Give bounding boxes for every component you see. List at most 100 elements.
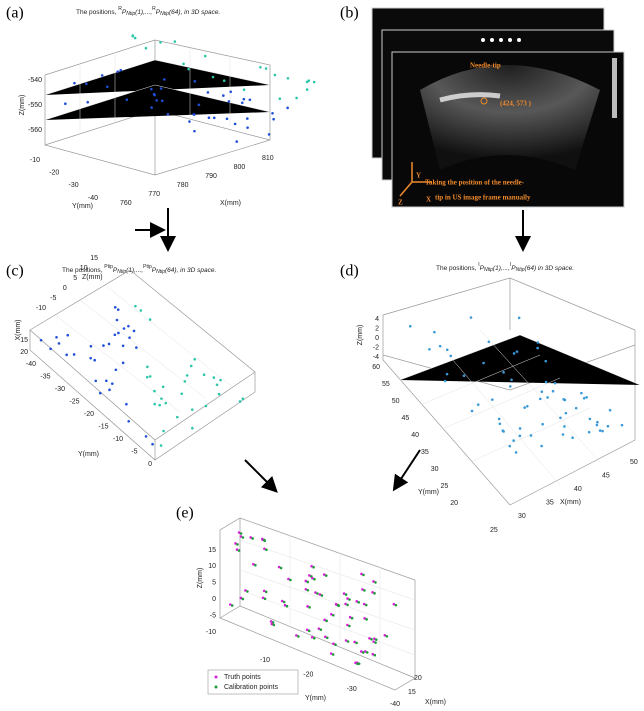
point	[153, 93, 156, 96]
tick-label: 15	[90, 255, 98, 262]
point	[265, 548, 268, 551]
point	[105, 380, 108, 383]
point	[355, 642, 358, 645]
point	[127, 420, 130, 423]
point	[145, 47, 148, 50]
legend: Truth points Calibration points	[208, 670, 298, 694]
point	[357, 601, 360, 604]
tick-label: 50	[392, 398, 400, 405]
point	[264, 598, 267, 601]
axis-label: X(mm)	[220, 200, 241, 207]
point	[545, 381, 548, 384]
point	[193, 130, 196, 133]
point	[164, 402, 167, 405]
point	[512, 439, 515, 442]
tick-label: -2	[373, 344, 379, 351]
point	[116, 319, 119, 322]
panel-title: The positions, IPNtip(1),...,IPNtip(64) …	[436, 262, 574, 273]
point	[347, 640, 350, 643]
tick-label: 760	[120, 200, 132, 207]
tick-label: -10	[206, 629, 216, 636]
point	[463, 374, 466, 377]
point	[313, 81, 316, 84]
point	[313, 637, 316, 640]
point	[509, 385, 512, 388]
point	[565, 412, 568, 415]
point	[218, 393, 221, 396]
point	[160, 444, 163, 447]
point	[530, 434, 533, 437]
point	[356, 663, 359, 666]
point	[150, 106, 153, 109]
point	[49, 348, 52, 351]
point	[122, 362, 125, 365]
point	[158, 404, 161, 407]
axis-label: X	[426, 196, 431, 204]
point	[271, 112, 274, 115]
tick-label: 35	[421, 449, 429, 456]
tick-label: -20	[84, 411, 94, 418]
point	[254, 564, 257, 567]
point	[263, 539, 266, 542]
point	[477, 403, 480, 406]
point	[286, 605, 289, 608]
tick-label: 55	[382, 381, 390, 388]
tick-label: 10	[80, 265, 88, 272]
point	[108, 389, 111, 392]
point	[162, 386, 165, 389]
tick-label: 800	[234, 164, 246, 171]
point	[348, 598, 351, 601]
panel-title: The positions, RPNtip(1),...,RPNtip(64),…	[76, 6, 221, 17]
point	[325, 574, 328, 577]
arrows	[135, 208, 523, 490]
point	[55, 336, 58, 339]
point	[238, 549, 241, 552]
point	[249, 98, 252, 101]
legend-label: Calibration points	[224, 684, 279, 691]
tick-label: 790	[205, 173, 217, 180]
point	[332, 614, 335, 617]
point	[498, 418, 501, 421]
point	[188, 120, 191, 123]
point	[297, 635, 300, 638]
tick-label: 40	[411, 432, 419, 439]
point	[228, 100, 231, 103]
panel-label: (a)	[6, 5, 24, 22]
tick-label: 0	[212, 596, 216, 603]
point	[562, 433, 565, 436]
axes-3d	[30, 270, 255, 460]
point	[108, 343, 111, 346]
point	[187, 68, 190, 71]
tick-label: -5	[50, 295, 56, 302]
point	[65, 354, 68, 357]
point	[537, 341, 540, 344]
point	[583, 397, 586, 400]
tick-label: 0	[375, 335, 379, 342]
point	[375, 638, 378, 641]
point	[280, 567, 283, 570]
point	[287, 77, 290, 80]
point	[207, 91, 210, 94]
point	[518, 317, 521, 320]
point	[190, 365, 193, 368]
point	[362, 651, 365, 654]
tick-label: 40	[574, 486, 582, 493]
point	[307, 79, 310, 82]
point	[536, 347, 539, 350]
point	[193, 80, 196, 83]
point	[446, 373, 449, 376]
tick-label: 35	[546, 500, 554, 507]
point	[519, 435, 522, 438]
tick-label: -540	[28, 77, 42, 84]
point	[203, 373, 206, 376]
point	[449, 355, 452, 358]
point	[596, 424, 599, 427]
point	[89, 357, 92, 360]
point	[133, 330, 136, 333]
point	[193, 358, 196, 361]
tick-label: -560	[28, 127, 42, 134]
point	[140, 309, 143, 312]
point	[151, 443, 154, 446]
tick-label: -30	[55, 386, 65, 393]
point	[395, 604, 398, 607]
